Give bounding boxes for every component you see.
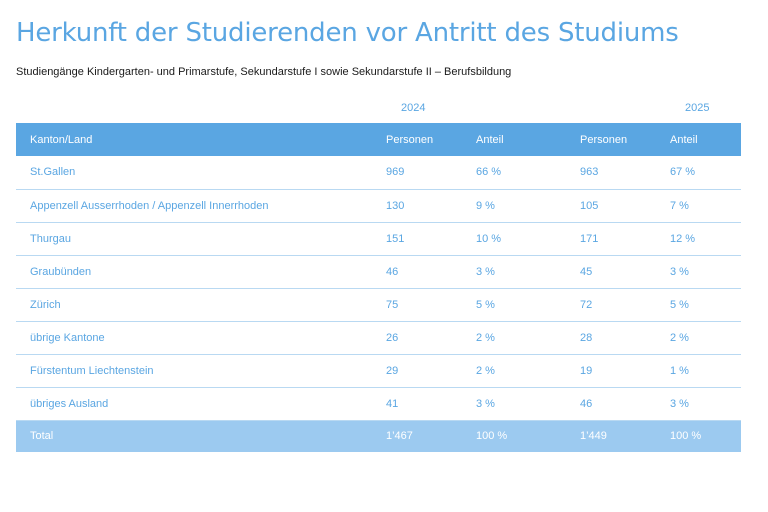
persons-2024-cell: 969 [386, 156, 476, 190]
total-persons-2024: 1’467 [386, 430, 413, 443]
region-cell: übriges Ausland [16, 387, 386, 421]
persons-2025-cell: 72 [580, 288, 670, 322]
persons-2024-cell: 130 [386, 189, 476, 223]
share-2025-cell: 12 % [670, 222, 741, 256]
origin-table: Kanton/Land Personen Anteil Personen Ant… [16, 123, 741, 452]
year-label-2024: 2024 [401, 102, 426, 114]
region-cell: übrige Kantone [16, 321, 386, 355]
share-2025-cell: 5 % [670, 288, 741, 322]
region-cell: Graubünden [16, 255, 386, 289]
share-2025-cell: 2 % [670, 321, 741, 355]
page-subtitle: Studiengänge Kindergarten- und Primarstu… [16, 66, 512, 78]
total-row: Total 1’467 100 % 1’449 100 % [16, 420, 741, 452]
table-row: Graubünden 46 3 % 45 3 % [16, 255, 741, 289]
persons-2025-cell: 19 [580, 354, 670, 388]
share-2025-cell: 3 % [670, 255, 741, 289]
year-label-2025: 2025 [685, 102, 710, 114]
table-row: Zürich 75 5 % 72 5 % [16, 288, 741, 322]
share-2024-cell: 3 % [476, 255, 580, 289]
table-row: Fürstentum Liechtenstein 29 2 % 19 1 % [16, 354, 741, 388]
total-label: Total [30, 430, 54, 443]
region-cell: Zürich [16, 288, 386, 322]
persons-2024-cell: 151 [386, 222, 476, 256]
persons-2025-cell: 105 [580, 189, 670, 223]
table-header-row: Kanton/Land Personen Anteil Personen Ant… [16, 123, 741, 156]
total-persons-2025: 1’449 [580, 430, 607, 443]
region-cell: Thurgau [16, 222, 386, 256]
region-cell: Appenzell Ausserrhoden / Appenzell Inner… [16, 189, 386, 223]
share-2025-cell: 67 % [670, 156, 741, 190]
share-2024-cell: 10 % [476, 222, 580, 256]
page-title: Herkunft der Studierenden vor Antritt de… [16, 18, 679, 48]
share-2024-cell: 5 % [476, 288, 580, 322]
table-row: übriges Ausland 41 3 % 46 3 % [16, 387, 741, 421]
persons-2025-cell: 963 [580, 156, 670, 190]
header-region: Kanton/Land [30, 133, 93, 146]
persons-2024-cell: 75 [386, 288, 476, 322]
header-share-2024: Anteil [476, 133, 504, 146]
table-row: Appenzell Ausserrhoden / Appenzell Inner… [16, 189, 741, 223]
share-2025-cell: 1 % [670, 354, 741, 388]
persons-2024-cell: 26 [386, 321, 476, 355]
persons-2025-cell: 46 [580, 387, 670, 421]
share-2024-cell: 3 % [476, 387, 580, 421]
persons-2025-cell: 45 [580, 255, 670, 289]
region-cell: St.Gallen [16, 156, 386, 190]
share-2024-cell: 66 % [476, 156, 580, 190]
persons-2025-cell: 28 [580, 321, 670, 355]
header-persons-2024: Personen [386, 133, 434, 146]
header-share-2025: Anteil [670, 133, 698, 146]
share-2024-cell: 2 % [476, 321, 580, 355]
share-2024-cell: 2 % [476, 354, 580, 388]
share-2025-cell: 7 % [670, 189, 741, 223]
table-row: übrige Kantone 26 2 % 28 2 % [16, 321, 741, 355]
table-row: Thurgau 151 10 % 171 12 % [16, 222, 741, 256]
share-2024-cell: 9 % [476, 189, 580, 223]
persons-2025-cell: 171 [580, 222, 670, 256]
persons-2024-cell: 46 [386, 255, 476, 289]
total-share-2024: 100 % [476, 430, 508, 443]
table-row: St.Gallen 969 66 % 963 67 % [16, 156, 741, 190]
total-share-2025: 100 % [670, 430, 702, 443]
persons-2024-cell: 29 [386, 354, 476, 388]
share-2025-cell: 3 % [670, 387, 741, 421]
persons-2024-cell: 41 [386, 387, 476, 421]
region-cell: Fürstentum Liechtenstein [16, 354, 386, 388]
header-persons-2025: Personen [580, 133, 628, 146]
